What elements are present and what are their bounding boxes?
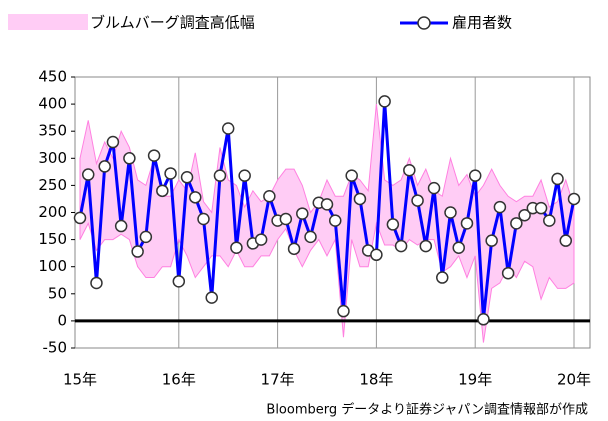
data-point [230,241,243,254]
data-point [353,192,367,206]
data-point [238,169,251,182]
data-point [304,230,317,244]
data-point [328,214,342,227]
data-point [189,191,202,204]
data-point [172,275,186,288]
data-point [444,206,457,219]
data-point [73,211,87,225]
data-point [114,219,128,233]
data-point [98,160,111,173]
y-tick-label: 0 [57,311,67,329]
data-point [147,149,161,162]
x-tick-label: 19年 [458,371,492,389]
legend-band-label: ブルムバーグ調査高低幅 [90,14,255,32]
data-point [123,152,136,165]
data-point [205,291,218,304]
data-point [485,234,498,247]
y-tick-label: -50 [43,339,68,357]
x-tick-label: 16年 [162,371,196,389]
data-point [501,266,515,280]
legend-marker [417,16,431,30]
data-point [534,201,548,215]
data-point [345,169,358,182]
data-point [131,245,144,258]
legend-band-swatch [8,14,88,30]
legend-line-label: 雇用者数 [452,14,512,32]
data-point [221,122,235,135]
data-point [452,241,465,254]
x-tick-label: 20年 [557,371,591,389]
y-tick-label: 350 [38,122,67,140]
y-tick-label: 50 [48,284,67,302]
x-tick-label: 17年 [261,371,295,389]
y-tick-label: 100 [38,257,67,275]
x-tick-label: 18年 [359,371,393,389]
data-point [164,167,177,180]
data-point [427,181,441,195]
data-point [403,163,416,177]
data-point [419,239,433,253]
data-point [493,200,507,214]
data-point [197,212,210,226]
data-point [106,135,120,149]
y-tick-label: 300 [38,149,67,167]
source-note: Bloomberg データより証券ジャパン調査情報部が作成 [266,402,588,418]
data-point [518,208,531,222]
y-tick-label: 150 [38,230,67,248]
data-point [337,304,350,318]
data-point [394,239,408,253]
data-point [551,172,564,186]
data-point [370,248,383,262]
y-tick-label: 450 [38,68,67,86]
y-tick-label: 200 [38,203,67,221]
x-tick-label: 15年 [63,371,97,389]
data-point [81,168,95,181]
y-tick-label: 250 [38,176,67,194]
data-point [320,198,334,211]
data-point [213,169,227,182]
data-point [436,271,449,284]
data-point [287,242,301,256]
data-point [90,276,103,290]
data-point [567,192,581,206]
data-point [263,189,276,203]
data-point [378,95,391,108]
data-point [477,313,490,326]
data-point [543,214,556,227]
data-point [139,230,153,244]
data-point [279,212,293,226]
data-point [296,207,309,220]
data-point [386,218,400,231]
data-point [460,217,474,230]
data-point [468,169,482,182]
data-point [156,184,169,198]
data-point [411,194,424,207]
data-point [180,171,194,184]
y-tick-label: 400 [38,95,67,113]
data-point [254,233,268,246]
data-point [559,234,573,247]
data-point [510,217,523,230]
